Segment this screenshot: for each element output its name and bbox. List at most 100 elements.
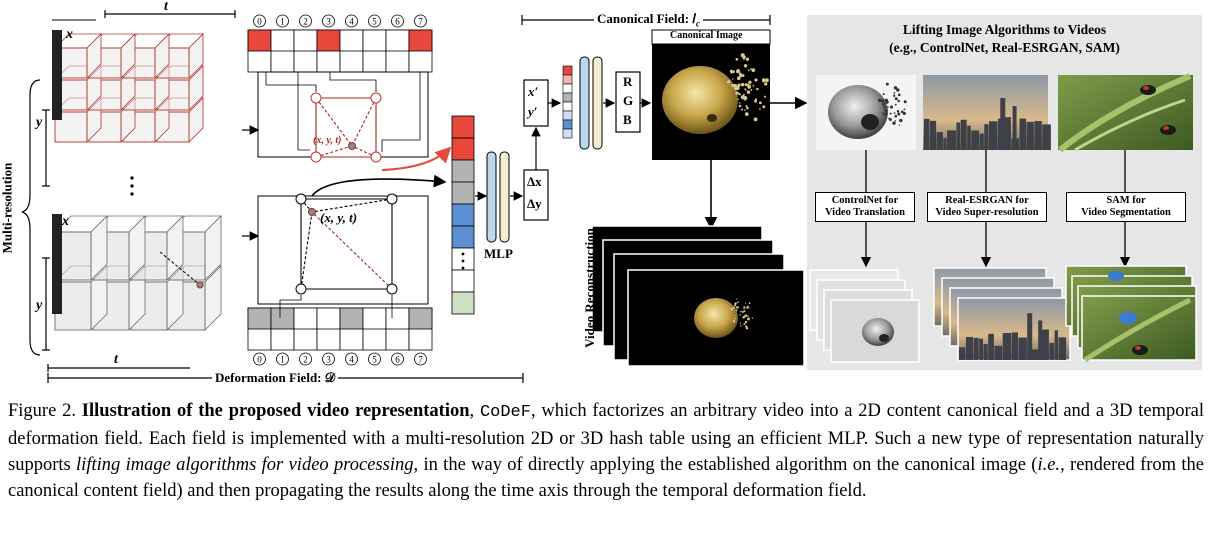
top-hash-index [368,14,381,28]
top-hash-index-text: 5 [372,17,377,27]
building [967,125,971,150]
lifting-title-1: Lifting Image Algorithms to Videos [902,22,1107,37]
building [984,124,989,150]
splash-particle [740,82,745,87]
splash-particle [742,316,745,319]
splash-particle [898,124,901,126]
point-label-top: (x, y, t) [313,135,342,146]
lifting-title-2: (e.g., ControlNet, Real-ESRGAN, SAM) [889,40,1120,55]
splash-particle [745,327,749,330]
interp-line [159,251,201,286]
building [929,120,937,150]
building [1019,118,1027,150]
feature-cell [451,159,475,183]
splash-particle [884,108,888,112]
bottom-hash-index-text: 3 [326,355,331,365]
building [973,337,979,360]
splash-particle [744,88,746,90]
splash-particle [899,118,903,123]
splash-particle [740,325,742,327]
canonical-image-title: Canonical Image [670,30,743,41]
splash-particle [892,94,896,97]
splash-particle [739,73,743,78]
splash-particle [902,111,906,115]
splash-particle [751,317,754,319]
building [936,132,943,150]
splash-particle [883,102,886,105]
feature-cell [451,115,475,139]
splash-particle [761,78,766,82]
point-label-bottom: (x, y, t) [320,210,358,225]
splash-particle [763,95,767,98]
rgb-r: R [623,74,633,89]
splash-particle [734,304,737,307]
bottom-hash-slot [339,307,364,330]
top-hash-slot [247,29,272,52]
feature-vector [451,115,475,315]
building [924,118,930,150]
splash-particle [885,82,889,86]
splash-particle [896,88,900,92]
bottom-hash-index-text: 1 [280,355,285,365]
splash-particle [738,93,741,96]
splash-particle [889,118,892,121]
splash-particle [734,318,736,320]
bottom-hash-index [391,352,404,366]
algo-box-controlnet: ControlNet for Video Translation [815,192,915,222]
splash-particle [894,120,897,122]
splash-particle [743,323,746,326]
splash-particle [747,84,752,89]
splash-particle [893,112,896,114]
canonical-shell [662,53,769,134]
top-hash-slot [408,29,433,52]
figure-area: 0 1 2 3 4 5 6 7 0 1 2 3 4 5 6 7 [0,0,1202,386]
splash-particle [887,106,889,108]
splash-particle [736,301,739,304]
bottom-hash-slot [385,307,410,330]
bottom-hash-index [345,352,358,366]
top-hash-index [253,14,266,28]
splash-particle [736,76,741,81]
building [947,130,956,150]
caption-text-3: , rendered from the canonical content fi… [8,455,1204,501]
splash-particle [743,310,746,313]
splash-particle [741,311,744,313]
canonical-feature-cell [562,119,573,130]
splash-particle [758,101,762,105]
building [956,122,961,150]
bottom-hash-slot [247,307,272,330]
mlp-label: MLP [484,246,513,261]
splash-particle [744,314,748,318]
splash-particle [735,91,739,94]
splash-particle [894,114,898,118]
splash-particle [732,70,735,74]
splash-particle [893,91,896,94]
splash-particle [734,302,737,305]
caption-text-2: , in the way of directly applying the es… [413,455,1038,475]
splash-particle [728,79,731,82]
thumb-city [923,75,1051,150]
canonical-feature-cell [562,92,573,103]
splash-particle [762,105,766,109]
axis-t-bottom: t [114,352,118,367]
top-hash-slot [270,29,295,52]
canonical-feature-cell [562,83,573,94]
thumb-shell-gray [816,75,916,150]
top-hash-index [391,14,404,28]
building [1002,333,1012,360]
building [988,333,994,360]
caption-italic-2: i.e. [1037,455,1061,475]
splash-particle [897,112,901,116]
deformation-field-label: Deformation Field: 𝒟 [212,370,339,386]
feature-cell [451,203,475,227]
top-hash-slot [339,29,364,52]
feature-cell [451,181,475,205]
splash-particle [730,307,734,311]
splash-particle [744,302,747,304]
splash-particle [746,106,749,110]
sample-point [196,281,204,289]
splash-particle [759,108,761,110]
tower [1038,320,1043,360]
caption-text-1: , which factorizes an arbitrary video in… [8,401,1205,475]
splash-particle [737,98,739,100]
